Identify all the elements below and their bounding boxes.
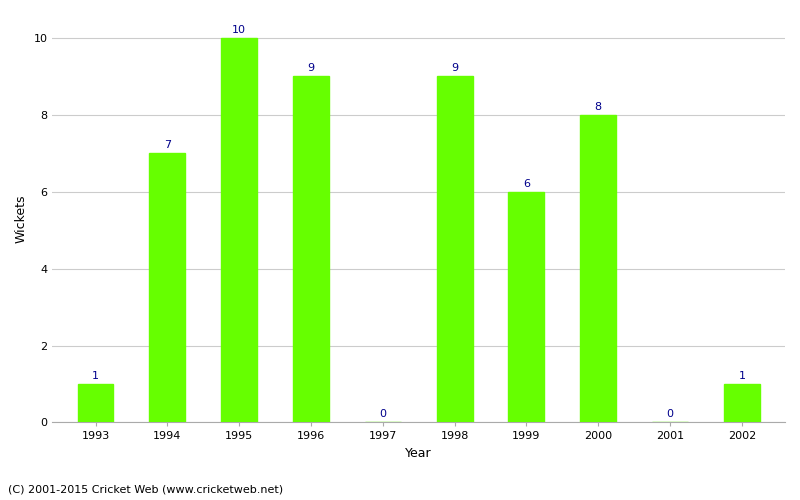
Bar [509,192,544,422]
Bar [437,76,473,422]
Text: 1: 1 [92,371,99,381]
Text: 6: 6 [523,178,530,188]
Bar [724,384,760,422]
Bar [221,38,257,422]
Text: (C) 2001-2015 Cricket Web (www.cricketweb.net): (C) 2001-2015 Cricket Web (www.cricketwe… [8,485,283,495]
Bar [293,76,329,422]
Bar [580,115,616,422]
Text: 7: 7 [164,140,171,150]
Text: 0: 0 [666,410,674,420]
X-axis label: Year: Year [406,447,432,460]
Text: 8: 8 [594,102,602,112]
Bar [78,384,114,422]
Y-axis label: Wickets: Wickets [15,194,28,243]
Text: 1: 1 [738,371,746,381]
Bar [150,154,186,422]
Text: 9: 9 [307,64,314,74]
Text: 10: 10 [232,25,246,35]
Text: 0: 0 [379,410,386,420]
Text: 9: 9 [451,64,458,74]
